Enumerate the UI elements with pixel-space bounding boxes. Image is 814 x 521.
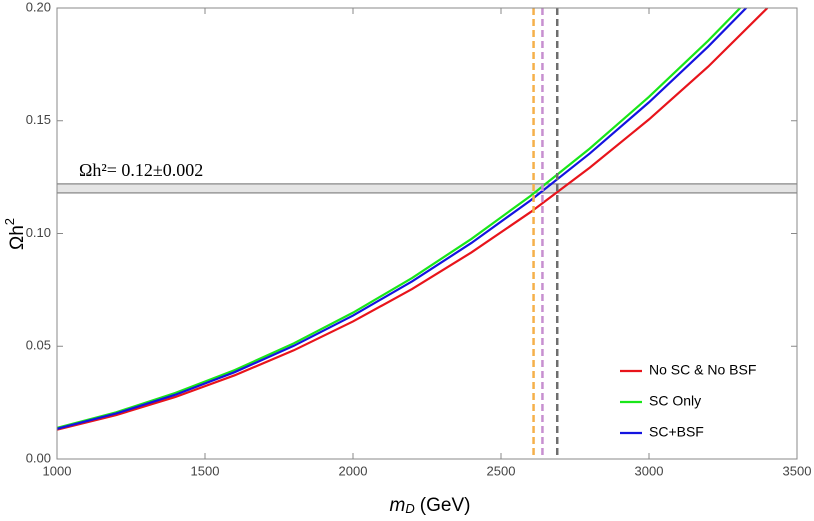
x-tick-label: 1500 xyxy=(191,463,220,478)
legend-label: SC Only xyxy=(649,393,701,409)
x-tick-label: 2000 xyxy=(339,463,368,478)
x-label-subscript: D xyxy=(405,501,414,516)
y-tick-label: 0.15 xyxy=(26,112,51,127)
line-series xyxy=(57,8,742,429)
y-axis-title: Ωh2 xyxy=(2,218,28,250)
x-label-symbol: m xyxy=(390,495,406,516)
line-series xyxy=(57,8,769,431)
x-label-unit: (GeV) xyxy=(420,495,471,516)
x-tick-label: 1000 xyxy=(43,463,72,478)
y-label-symbol: Ωh xyxy=(7,225,28,250)
y-tick-label: 0.20 xyxy=(26,0,51,14)
y-label-superscript: 2 xyxy=(2,218,17,225)
band-label: Ωh²= 0.12±0.002 xyxy=(79,160,203,180)
band xyxy=(57,183,797,193)
legend-label: No SC & No BSF xyxy=(649,362,756,378)
line-series xyxy=(57,8,748,430)
y-tick-label: 0.00 xyxy=(26,450,51,465)
x-tick-label: 3000 xyxy=(635,463,664,478)
x-tick-label: 2500 xyxy=(487,463,516,478)
y-tick-label: 0.05 xyxy=(26,338,51,353)
plot-area xyxy=(57,8,797,459)
plot-frame xyxy=(56,7,798,460)
x-tick-label: 3500 xyxy=(783,463,812,478)
legend-label: SC+BSF xyxy=(649,424,704,440)
y-tick-label: 0.10 xyxy=(26,225,51,240)
x-axis-title: mD (GeV) xyxy=(390,495,471,516)
